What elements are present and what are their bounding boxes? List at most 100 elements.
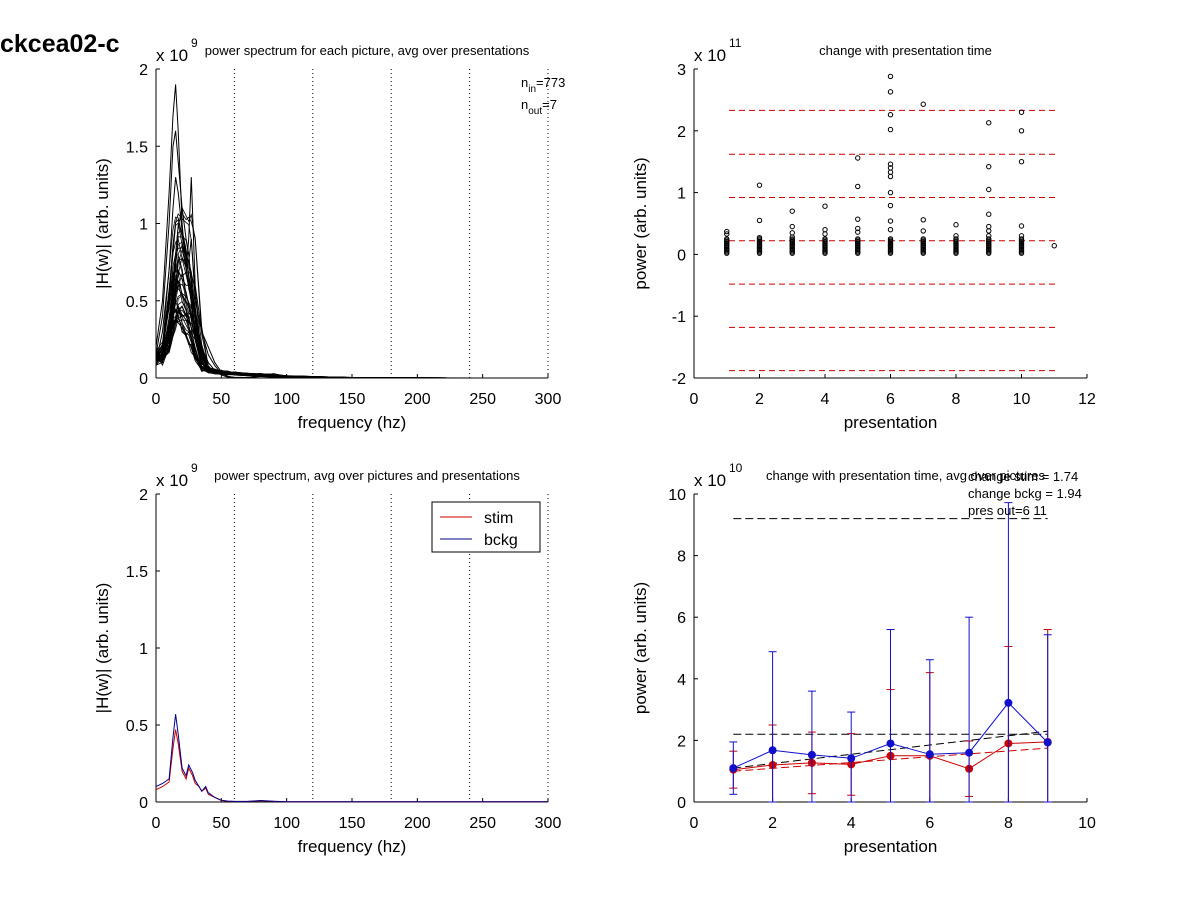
spectrum-line xyxy=(155,301,548,379)
data-point xyxy=(986,228,992,234)
spectrum-line xyxy=(155,253,548,379)
y-tick-label: 2 xyxy=(677,124,686,141)
chart-title: power spectrum for each picture, avg ove… xyxy=(205,43,530,58)
data-point xyxy=(855,225,861,232)
y-tick-label: 10 xyxy=(668,487,686,504)
series-bckg-marker xyxy=(925,750,934,759)
x-tick-label: 250 xyxy=(469,815,496,832)
x-tick-label: 250 xyxy=(469,391,496,408)
spectrum-line xyxy=(155,282,548,379)
exponent-power: 10 xyxy=(729,461,743,475)
spectrum-line xyxy=(155,212,548,379)
data-point xyxy=(887,202,894,209)
x-tick-label: 0 xyxy=(152,815,161,832)
data-point xyxy=(986,236,992,242)
spectrum-line xyxy=(155,130,548,379)
x-tick-label: 4 xyxy=(821,391,830,408)
data-point xyxy=(855,216,861,222)
data-point xyxy=(822,231,828,237)
chart-title: change with presentation time xyxy=(819,43,992,58)
data-point xyxy=(724,231,730,237)
y-axis-label: |H(w)| (arb. units) xyxy=(93,583,112,714)
y-tick-label: 2 xyxy=(139,62,148,79)
spectrum-line xyxy=(155,237,548,379)
data-point xyxy=(855,229,861,235)
exponent-power: 11 xyxy=(729,36,742,50)
data-point xyxy=(887,173,894,180)
change-annotation: change bckg = 1.94 xyxy=(968,486,1082,501)
spectrum-line xyxy=(155,229,549,379)
series-bckg-marker xyxy=(847,754,856,763)
exponent-base: x 10 xyxy=(694,471,726,490)
spectrum-line xyxy=(155,307,548,379)
exponent-power: 9 xyxy=(191,36,198,50)
x-axis-label: presentation xyxy=(844,837,938,856)
series-bckg-marker xyxy=(1004,698,1013,707)
spectrum-line xyxy=(155,218,548,379)
legend-box xyxy=(431,501,541,553)
spectrum-line xyxy=(155,284,548,379)
data-point xyxy=(855,155,861,161)
y-tick-label: 3 xyxy=(677,62,686,79)
spectrum-line xyxy=(155,222,548,379)
data-point xyxy=(822,236,828,242)
series-bckg-marker xyxy=(886,739,895,748)
data-point xyxy=(887,189,894,196)
y-tick-label: 1 xyxy=(139,641,148,658)
data-point xyxy=(887,161,894,167)
series-stim-line xyxy=(155,729,548,803)
data-point xyxy=(855,236,861,242)
spectrum-line xyxy=(155,312,548,379)
spectrum-line xyxy=(155,306,548,379)
y-tick-label: 0.5 xyxy=(126,718,148,735)
x-axis-label: presentation xyxy=(844,413,938,432)
change-annotation: change stim = 1.74 xyxy=(968,469,1078,484)
x-tick-label: 50 xyxy=(212,815,230,832)
data-point xyxy=(789,230,795,236)
x-tick-label: 0 xyxy=(152,391,161,408)
subplot-4: 0 2 4 6 8 10 0 2 4 6 8 10 presentation power (arb. un… xyxy=(631,461,1096,856)
data-point xyxy=(887,226,894,233)
x-tick-label: 10 xyxy=(1078,815,1096,832)
data-point xyxy=(986,223,992,230)
data-point xyxy=(920,236,926,242)
x-tick-label: 150 xyxy=(339,391,366,408)
data-point xyxy=(1018,159,1025,165)
x-tick-label: 6 xyxy=(886,391,895,408)
spectrum-line xyxy=(155,236,548,379)
y-tick-label: 0.5 xyxy=(126,294,148,311)
spectrum-line xyxy=(155,305,548,379)
y-tick-label: 1 xyxy=(677,186,686,203)
spectrum-line xyxy=(155,247,548,379)
spectrum-line xyxy=(155,243,548,379)
series-bckg-marker xyxy=(768,746,777,755)
x-tick-label: 10 xyxy=(1013,391,1031,408)
y-tick-label: 0 xyxy=(139,371,148,388)
spectrum-line xyxy=(155,305,548,379)
x-tick-label: 0 xyxy=(690,391,699,408)
count-annotation: nout=7 xyxy=(521,97,557,117)
data-point xyxy=(986,186,992,193)
legend-label-stim: stim xyxy=(484,510,513,527)
data-point xyxy=(986,120,992,126)
data-point xyxy=(986,211,992,217)
x-tick-label: 6 xyxy=(925,815,934,832)
subplot-3: 0 50 100 150 200 250 300 0 0.5 1 1.5 2 frequency (hz… xyxy=(93,461,561,856)
exponent-base: x 10 xyxy=(156,46,188,65)
x-tick-label: 50 xyxy=(212,391,230,408)
spectrum-line xyxy=(155,248,548,379)
data-point xyxy=(855,183,861,190)
y-tick-label: 6 xyxy=(677,610,686,627)
exponent-base: x 10 xyxy=(156,471,188,490)
data-point xyxy=(789,236,795,242)
data-point xyxy=(887,112,894,118)
figure-title: ckcea02-c xyxy=(0,30,120,58)
y-axis-label: power (arb. units) xyxy=(631,157,650,289)
data-point xyxy=(1018,128,1025,134)
y-tick-label: 2 xyxy=(139,487,148,504)
data-point xyxy=(920,217,926,223)
y-tick-label: -2 xyxy=(672,371,686,388)
subplot-1: 0 50 100 150 200 250 300 0 0.5 1 1.5 2 frequency (hz… xyxy=(93,36,565,432)
data-point xyxy=(1018,223,1025,229)
